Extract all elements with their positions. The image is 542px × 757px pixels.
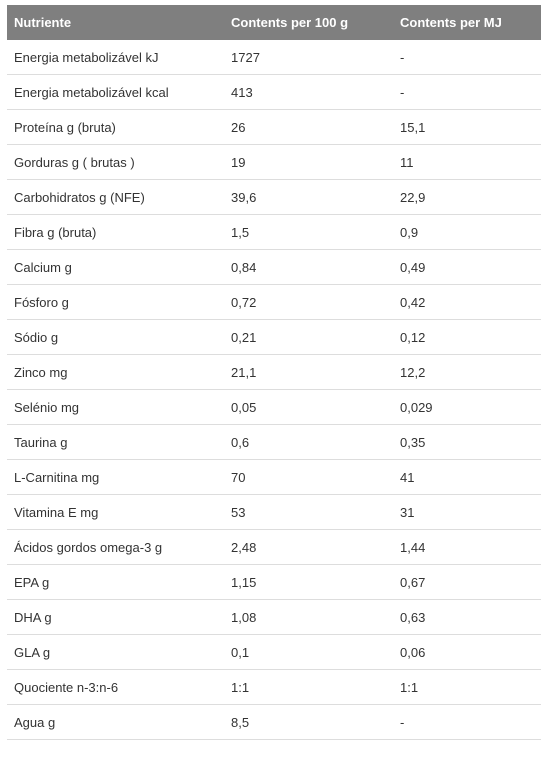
nutrient-cell: Selénio mg [7,389,224,425]
per-mj-cell: 0,06 [393,634,541,670]
table-row: Vitamina E mg 53 31 [7,494,541,530]
nutrient-cell: EPA g [7,564,224,600]
table-row: Proteína g (bruta) 26 15,1 [7,109,541,145]
nutrient-cell: Proteína g (bruta) [7,109,224,145]
nutrition-table: Nutriente Contents per 100 g Contents pe… [7,5,541,740]
table-row: Quociente n-3:n-6 1:1 1:1 [7,669,541,705]
per-100g-cell: 1:1 [224,669,393,705]
per-mj-cell: 15,1 [393,109,541,145]
per-100g-cell: 2,48 [224,529,393,565]
per-mj-cell: 11 [393,144,541,180]
per-mj-cell: - [393,40,541,75]
per-100g-cell: 413 [224,74,393,110]
per-mj-cell: - [393,74,541,110]
header-row: Nutriente Contents per 100 g Contents pe… [7,5,541,40]
table-row: Carbohidratos g (NFE) 39,6 22,9 [7,179,541,215]
per-100g-cell: 0,72 [224,284,393,320]
table-row: Gorduras g ( brutas ) 19 11 [7,144,541,180]
per-100g-cell: 39,6 [224,179,393,215]
table-row: Agua g 8,5- [7,704,541,740]
per-mj-cell: 1,44 [393,529,541,565]
nutrient-cell: Ácidos gordos omega-3 g [7,529,224,565]
table-row: Fibra g (bruta) 1,5 0,9 [7,214,541,250]
per-100g-cell: 0,84 [224,249,393,285]
table-row: GLA g 0,1 0,06 [7,634,541,670]
per-100g-cell: 26 [224,109,393,145]
per-mj-cell: 1:1 [393,669,541,705]
per-mj-cell: 0,12 [393,319,541,355]
per-mj-cell: 0,67 [393,564,541,600]
nutrient-cell: DHA g [7,599,224,635]
per-mj-cell: 0,49 [393,249,541,285]
nutrient-cell: Carbohidratos g (NFE) [7,179,224,215]
table-row: Selénio mg 0,05 0,029 [7,389,541,425]
per-mj-cell: 0,9 [393,214,541,250]
per-100g-cell: 53 [224,494,393,530]
header-per-100g: Contents per 100 g [224,5,393,40]
header-nutrient: Nutriente [7,5,224,40]
table-row: Sódio g 0,21 0,12 [7,319,541,355]
table-row: DHA g 1,08 0,63 [7,599,541,635]
nutrient-cell: Fibra g (bruta) [7,214,224,250]
per-mj-cell: 0,35 [393,424,541,460]
per-mj-cell: 0,029 [393,389,541,425]
per-100g-cell: 70 [224,459,393,495]
table-row: Ácidos gordos omega-3 g 2,48 1,44 [7,529,541,565]
table-row: Taurina g 0,6 0,35 [7,424,541,460]
table-row: Calcium g 0,84 0,49 [7,249,541,285]
nutrient-cell: Taurina g [7,424,224,460]
table-row: Fósforo g 0,72 0,42 [7,284,541,320]
table-row: Energia metabolizável kcal 413- [7,74,541,110]
per-mj-cell: 0,42 [393,284,541,320]
nutrient-cell: Zinco mg [7,354,224,390]
header-per-mj: Contents per MJ [393,5,541,40]
nutrient-cell: Vitamina E mg [7,494,224,530]
nutrient-cell: GLA g [7,634,224,670]
nutrient-cell: Calcium g [7,249,224,285]
nutrient-cell: Gorduras g ( brutas ) [7,144,224,180]
per-100g-cell: 1,5 [224,214,393,250]
nutrient-cell: Sódio g [7,319,224,355]
per-mj-cell: 0,63 [393,599,541,635]
table-row: Energia metabolizável kJ 1727- [7,40,541,75]
per-mj-cell: 41 [393,459,541,495]
table-row: Zinco mg 21,1 12,2 [7,354,541,390]
per-100g-cell: 19 [224,144,393,180]
nutrient-cell: Energia metabolizável kJ [7,40,224,75]
nutrient-cell: Energia metabolizável kcal [7,74,224,110]
nutrient-cell: L-Carnitina mg [7,459,224,495]
per-100g-cell: 0,1 [224,634,393,670]
nutrition-table-container: Nutriente Contents per 100 g Contents pe… [7,5,541,740]
nutrient-cell: Quociente n-3:n-6 [7,669,224,705]
table-row: EPA g 1,15 0,67 [7,564,541,600]
per-mj-cell: - [393,704,541,740]
per-100g-cell: 21,1 [224,354,393,390]
per-mj-cell: 31 [393,494,541,530]
per-100g-cell: 1,15 [224,564,393,600]
per-100g-cell: 8,5 [224,704,393,740]
nutrient-cell: Agua g [7,704,224,740]
per-mj-cell: 12,2 [393,354,541,390]
per-100g-cell: 0,21 [224,319,393,355]
per-100g-cell: 1,08 [224,599,393,635]
per-mj-cell: 22,9 [393,179,541,215]
nutrient-cell: Fósforo g [7,284,224,320]
per-100g-cell: 1727 [224,40,393,75]
per-100g-cell: 0,6 [224,424,393,460]
per-100g-cell: 0,05 [224,389,393,425]
table-row: L-Carnitina mg 70 41 [7,459,541,495]
table-body: Energia metabolizável kJ 1727- Energia met… [7,40,541,740]
table-header: Nutriente Contents per 100 g Contents pe… [7,5,541,40]
